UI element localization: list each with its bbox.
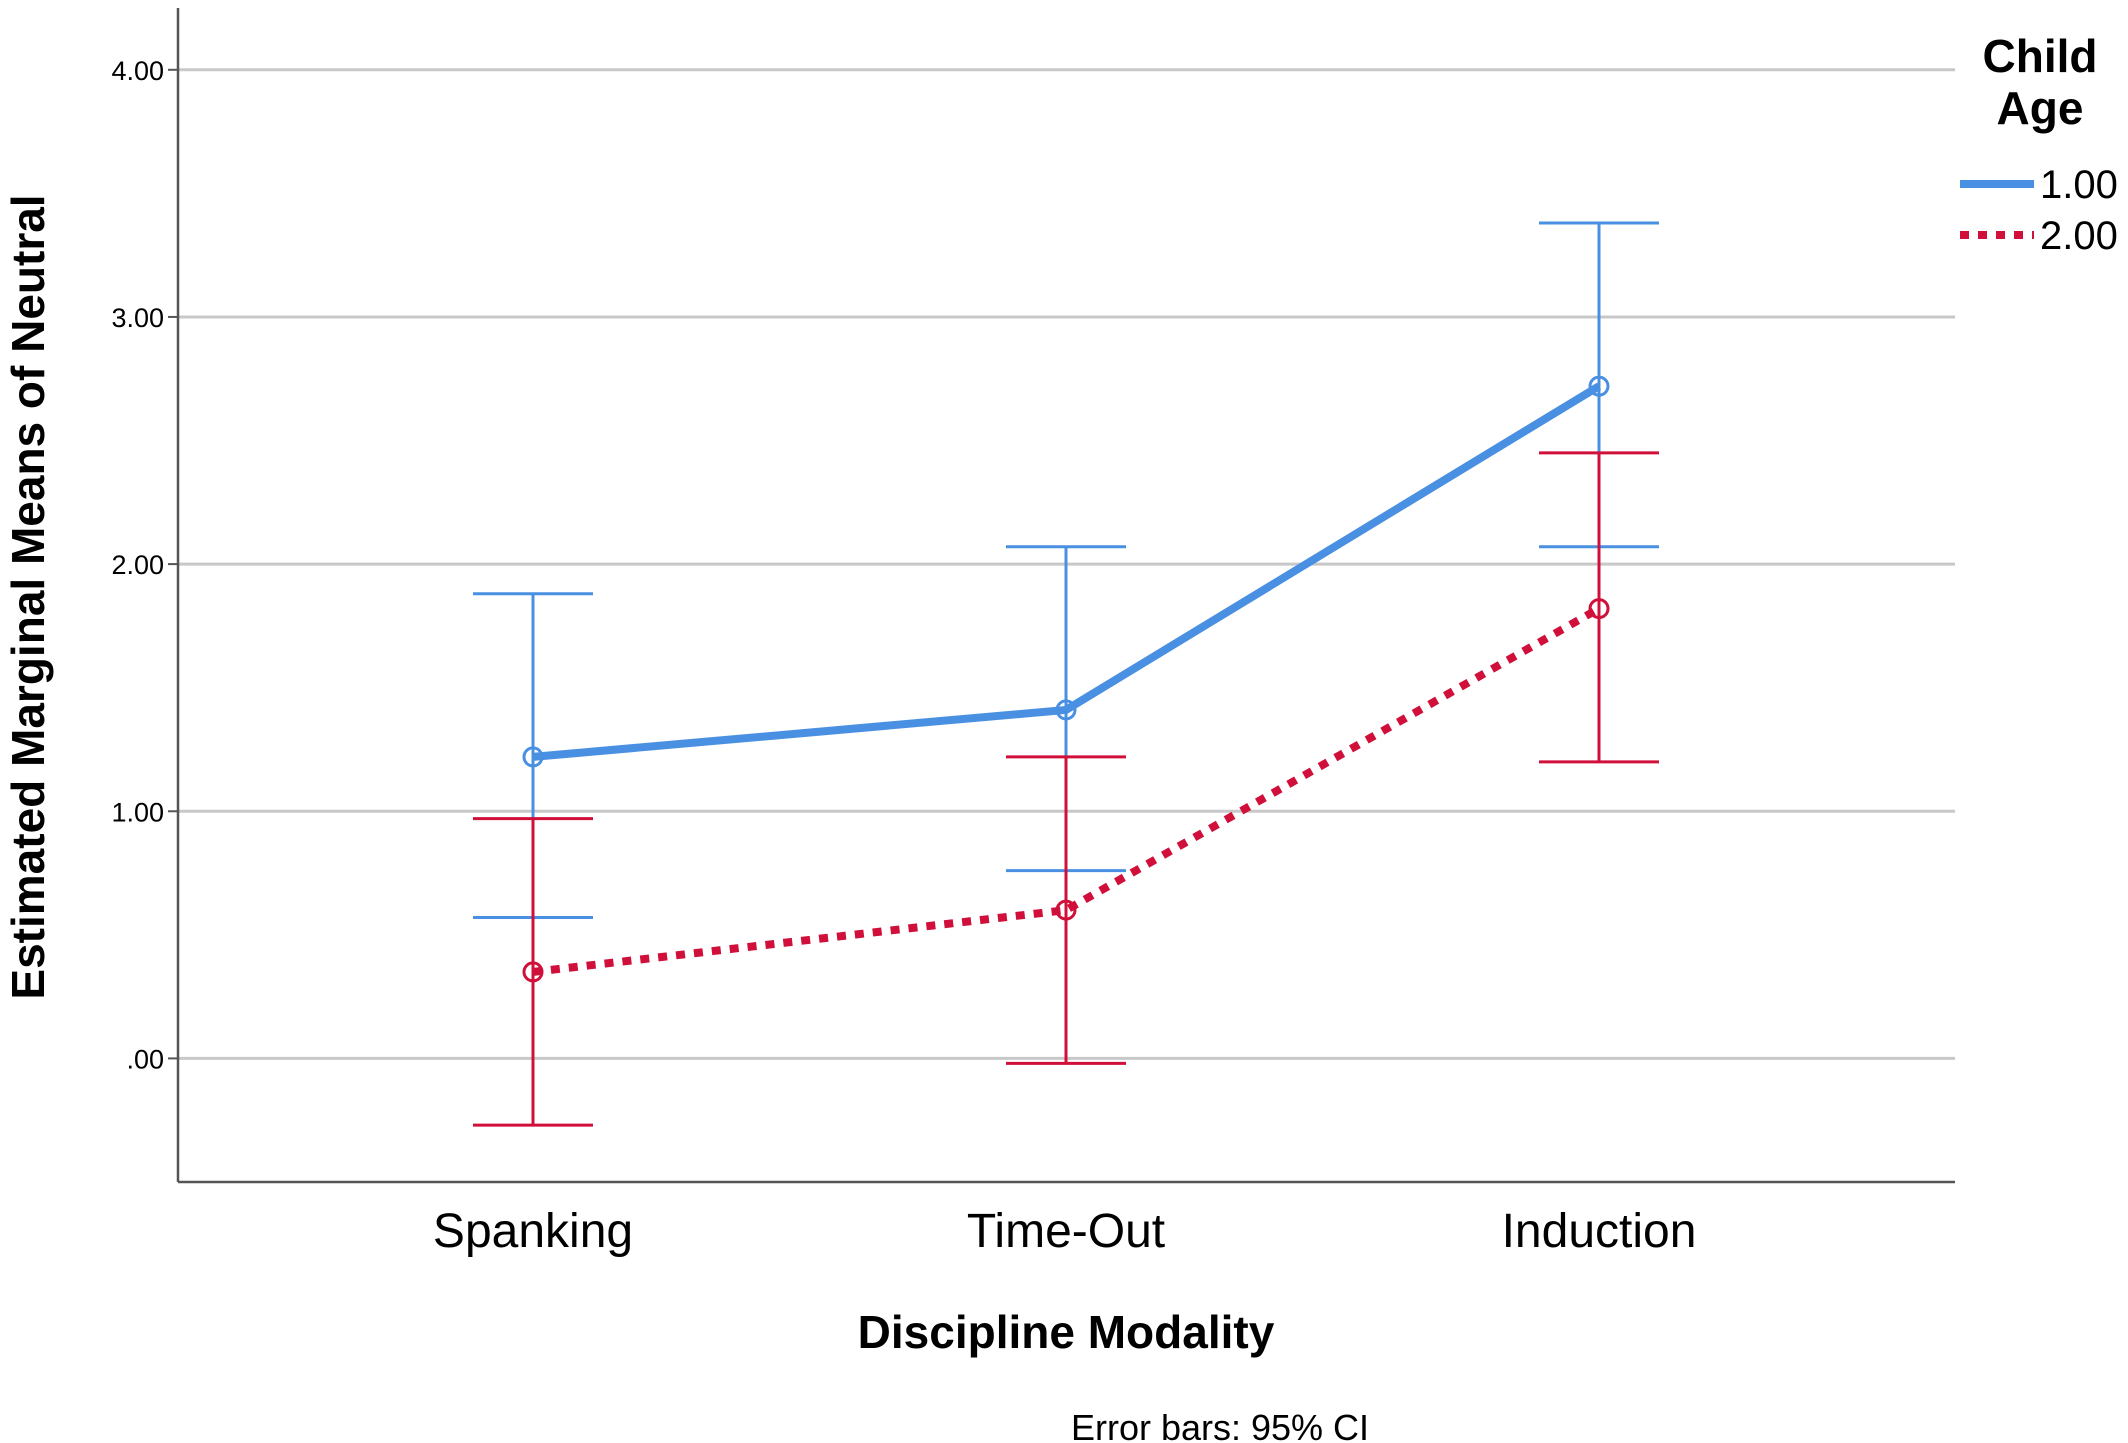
x-tick-label: Induction — [1502, 1205, 1697, 1258]
x-axis-ticks: Spanking Time-Out Induction — [433, 1205, 1696, 1258]
x-axis-title: Discipline Modality — [858, 1306, 1275, 1358]
y-tick-label: 1.00 — [111, 797, 164, 827]
series-line — [532, 382, 1602, 761]
legend-items: 1.00 2.00 — [1960, 163, 2118, 258]
data-point — [1055, 699, 1077, 721]
legend-label-0: 1.00 — [2040, 163, 2118, 207]
y-tick-label: 3.00 — [111, 303, 164, 333]
x-tick-label: Spanking — [433, 1205, 633, 1258]
legend-label-1: 2.00 — [2040, 214, 2118, 258]
series-1 — [522, 598, 1610, 983]
y-tick-label: 2.00 — [111, 550, 164, 580]
y-axis-ticks: 4.00 3.00 2.00 1.00 .00 — [111, 56, 178, 1074]
x-tick-label: Time-Out — [967, 1205, 1165, 1258]
series-line — [532, 605, 1601, 976]
legend-title-line2: Age — [1997, 82, 2084, 134]
data-point — [1588, 598, 1610, 620]
series-0 — [522, 375, 1610, 768]
axes — [176, 8, 1955, 1184]
series-layer — [473, 221, 1659, 1127]
data-point — [1588, 375, 1610, 397]
y-tick-label: .00 — [126, 1044, 164, 1074]
legend-title-line1: Child — [1983, 30, 2098, 82]
footnote: Error bars: 95% CI — [1071, 1407, 1369, 1443]
data-point — [1055, 899, 1077, 921]
y-axis-title: Estimated Marginal Means of Neutral — [2, 194, 54, 999]
data-point — [522, 961, 544, 983]
y-tick-label: 4.00 — [111, 56, 164, 86]
data-point — [522, 746, 544, 768]
legend: Child Age 1.00 2.00 — [1960, 30, 2118, 258]
